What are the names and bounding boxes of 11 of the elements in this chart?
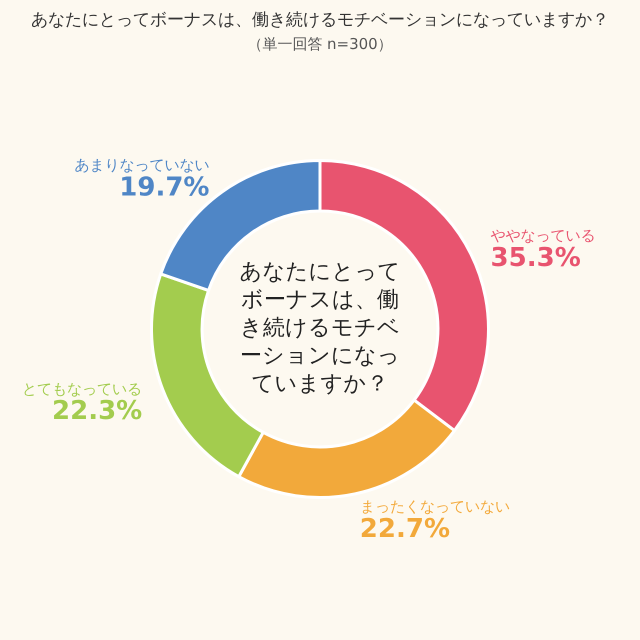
slice-label: とてもなっている (22, 380, 142, 398)
chart-subtitle: （単一回答 n=300） (246, 35, 394, 54)
data-label: 22.3% (52, 396, 142, 426)
data-label: 35.3% (490, 242, 581, 273)
text: あなたにとってボーナスは、働き続けるモチベーションになっていますか？ (240, 260, 400, 397)
chart-title: あなたにとってボーナスは、働き続けるモチベーションになっていますか？ (30, 9, 610, 31)
slice-label: まったくなっていない (360, 498, 510, 516)
slice-label: あまりなっていない (74, 156, 210, 174)
slice-label: ややなっている (490, 226, 596, 245)
data-label: 22.7% (360, 514, 450, 544)
data-label: 19.7% (119, 172, 210, 203)
